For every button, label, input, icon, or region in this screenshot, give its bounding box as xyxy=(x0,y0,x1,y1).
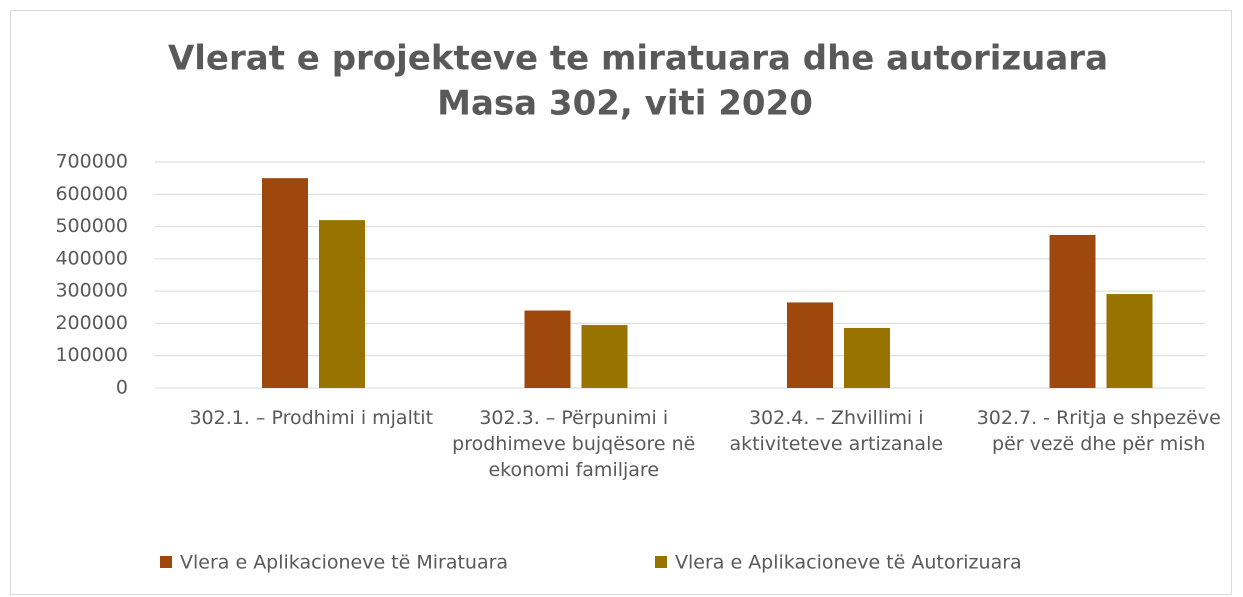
bar xyxy=(1049,234,1096,388)
bar xyxy=(319,220,365,388)
bar xyxy=(1106,294,1153,388)
x-tick-label: 302.4. – Zhvillimi i aktiviteteve artiza… xyxy=(729,407,944,455)
y-tick-label: 500000 xyxy=(55,215,128,237)
x-tick-label: 302.1. – Prodhimi i mjaltit xyxy=(189,407,434,429)
bar xyxy=(262,178,308,388)
x-tick-label: 302.7. - Rritja e shpezëve për vezë dhe … xyxy=(976,407,1221,455)
bar xyxy=(787,302,833,388)
legend-label: Vlera e Aplikacioneve të Miratuara xyxy=(180,552,508,574)
legend-swatch xyxy=(655,556,667,568)
chart-subtitle: Masa 302, viti 2020 xyxy=(437,84,813,124)
bar xyxy=(844,327,890,388)
y-tick-label: 100000 xyxy=(55,344,128,366)
bar xyxy=(524,310,571,388)
legend-swatch xyxy=(160,556,172,568)
y-tick-label: 200000 xyxy=(55,312,128,334)
y-tick-label: 300000 xyxy=(55,280,128,302)
chart-title: Vlerat e projekteve te miratuara dhe aut… xyxy=(168,39,1108,79)
bar xyxy=(581,325,628,388)
x-tick-label: 302.3. – Përpunimi i prodhimeve bujqësor… xyxy=(452,407,696,481)
y-tick-label: 0 xyxy=(116,377,128,399)
y-tick-label: 700000 xyxy=(55,151,128,173)
chart-frame xyxy=(10,10,1232,595)
y-tick-label: 600000 xyxy=(55,183,128,205)
y-tick-label: 400000 xyxy=(55,247,128,269)
legend-label: Vlera e Aplikacioneve të Autorizuara xyxy=(675,552,1022,574)
